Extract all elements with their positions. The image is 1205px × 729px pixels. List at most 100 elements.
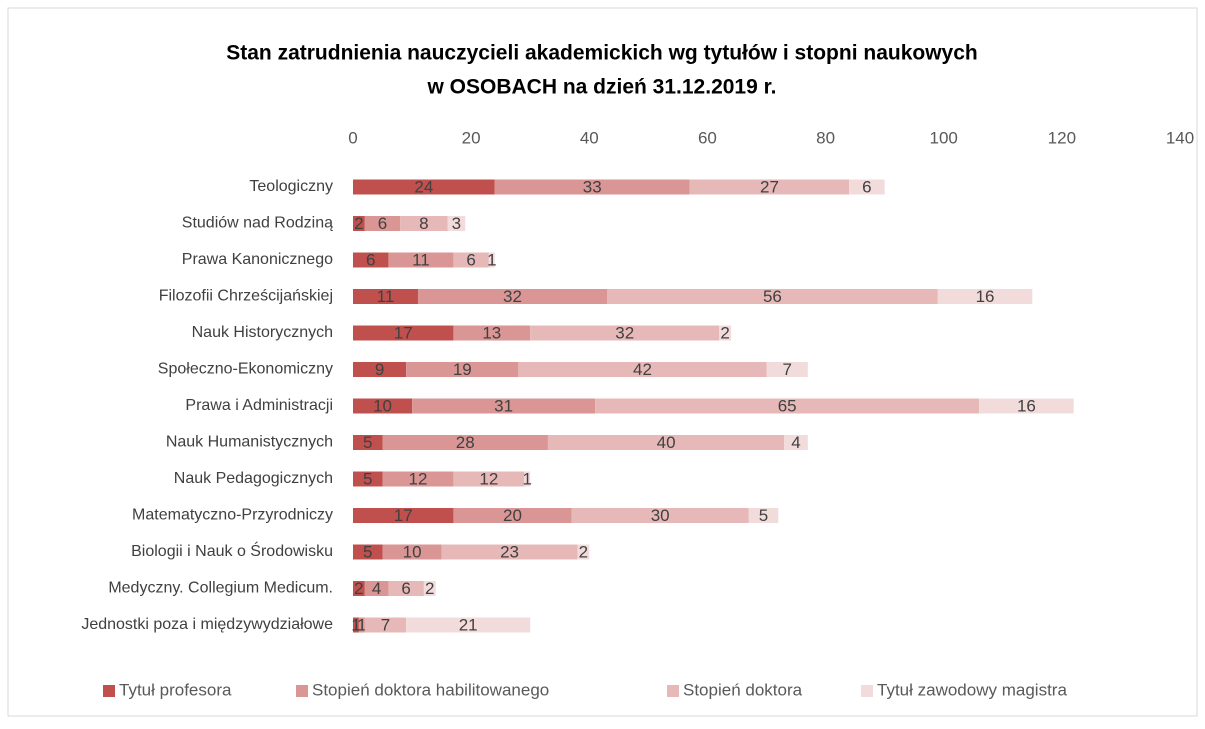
bar-segment [412, 398, 596, 414]
bar-segment [453, 471, 525, 487]
bar-segment [979, 398, 1074, 414]
bar-segment [353, 362, 407, 377]
data-label: 1 [357, 615, 366, 634]
bar-segment [689, 179, 850, 195]
legend-swatch [103, 685, 115, 697]
data-label: 7 [782, 360, 791, 379]
data-label: 13 [482, 323, 501, 342]
legend-label: Tytuł profesora [119, 680, 232, 699]
data-label: 40 [657, 433, 676, 452]
bar-segment [423, 581, 436, 596]
data-label: 1 [523, 469, 532, 488]
legend-label: Stopień doktora habilitowanego [312, 680, 549, 699]
data-label: 56 [763, 287, 782, 306]
legend-swatch [861, 685, 873, 697]
bar-segment [518, 362, 767, 377]
bar-segment [353, 435, 383, 450]
bar-segment [595, 398, 980, 414]
y-tick-label: Matematyczno-Przyrodniczy [132, 507, 333, 524]
data-label: 42 [633, 360, 652, 379]
bar-segment [364, 581, 389, 596]
data-label: 32 [503, 287, 522, 306]
data-label: 31 [494, 396, 513, 415]
data-label: 32 [615, 323, 634, 342]
bar-segment [784, 435, 808, 450]
y-tick-label: Medyczny. Collegium Medicum. [108, 580, 333, 597]
data-label: 6 [366, 250, 375, 269]
y-tick-label: Studiów nad Rodziną [182, 215, 333, 232]
bar-segment [353, 216, 365, 231]
bar-segment [353, 289, 418, 304]
bar-segment [406, 362, 519, 377]
data-label: 5 [363, 433, 372, 452]
x-tick-label: 140 [1166, 128, 1194, 147]
data-label: 9 [375, 360, 384, 379]
data-label: 23 [500, 542, 519, 561]
data-label: 19 [453, 360, 472, 379]
data-label: 2 [425, 579, 434, 598]
data-label: 3 [452, 214, 461, 233]
bar-segment [719, 325, 732, 341]
bar-segment [400, 216, 448, 231]
bar-segment [494, 179, 690, 195]
bar-segment [353, 581, 365, 596]
data-label: 21 [459, 615, 478, 634]
legend-label: Tytuł zawodowy magistra [877, 680, 1067, 699]
y-tick-label: Teologiczny [249, 178, 333, 195]
bar-segment [388, 581, 424, 596]
y-tick-label: Nauk Historycznych [192, 324, 333, 341]
data-label: 2 [354, 579, 363, 598]
data-label: 16 [1017, 396, 1036, 415]
bar-segment [453, 325, 531, 341]
x-tick-label: 80 [816, 128, 835, 147]
data-label: 1 [487, 250, 496, 269]
y-tick-label: Prawa Kanonicznego [182, 251, 333, 268]
bar-segment [353, 398, 413, 414]
y-tick-label: Filozofii Chrześcijańskiej [159, 288, 333, 305]
data-label: 5 [363, 542, 372, 561]
data-label: 27 [760, 177, 779, 196]
x-tick-label: 120 [1048, 128, 1076, 147]
data-label: 6 [862, 177, 871, 196]
data-label: 8 [419, 214, 428, 233]
bar-segment [353, 325, 454, 341]
bar-segment [353, 252, 389, 268]
bar-segment [364, 617, 407, 633]
bar-segment [441, 544, 578, 560]
bar-segment [937, 289, 1033, 304]
data-label: 11 [377, 287, 395, 306]
data-label: 4 [791, 433, 800, 452]
bar-segment [382, 471, 454, 487]
bar-segment [766, 362, 808, 377]
bar-segment [353, 179, 495, 195]
data-label: 6 [378, 214, 387, 233]
data-label: 12 [479, 469, 498, 488]
bar-segment [524, 471, 531, 487]
bar-segment [353, 508, 454, 523]
data-label: 20 [503, 506, 522, 525]
data-label: 12 [409, 469, 428, 488]
bar-segment [571, 508, 749, 523]
y-tick-label: Prawa i Administracji [185, 397, 333, 414]
data-label: 17 [394, 323, 413, 342]
legend-swatch [296, 685, 308, 697]
data-label: 11 [412, 250, 430, 269]
bar-segment [382, 435, 548, 450]
x-tick-label: 20 [462, 128, 481, 147]
legend-label: Stopień doktora [683, 680, 803, 699]
chart-title: w OSOBACH na dzień 31.12.2019 r. [427, 76, 777, 99]
data-label: 28 [456, 433, 475, 452]
bar-segment [388, 252, 454, 268]
bar-segment [417, 289, 608, 304]
bar-segment [353, 544, 383, 560]
x-tick-label: 100 [930, 128, 958, 147]
bar-segment [577, 544, 590, 560]
bar-segment [530, 325, 720, 341]
y-tick-label: Nauk Humanistycznych [166, 434, 333, 451]
data-label: 65 [778, 396, 797, 415]
bar-segment [607, 289, 938, 304]
data-label: 2 [579, 542, 588, 561]
data-label: 5 [759, 506, 768, 525]
bar-segment [382, 544, 442, 560]
